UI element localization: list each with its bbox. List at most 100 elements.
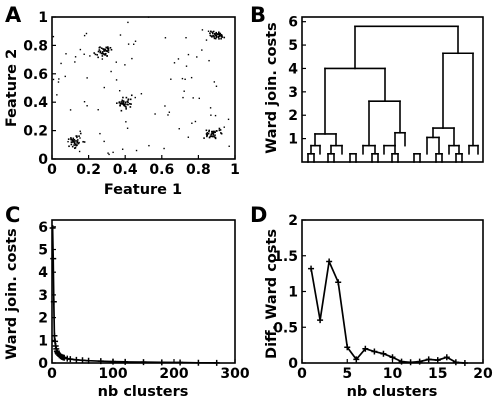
data-point: [75, 135, 78, 137]
data-point: [218, 129, 221, 132]
data-point: [99, 51, 102, 54]
data-point: [60, 62, 62, 65]
data-point: [74, 61, 76, 63]
y-tick-label: 2: [288, 108, 298, 124]
data-point: [135, 149, 138, 152]
data-point: [206, 133, 208, 136]
data-point: [211, 135, 214, 138]
data-point: [129, 98, 132, 101]
panel-c-yticks: 0 1 2 3 4 5 6: [38, 220, 56, 372]
data-point: [212, 32, 214, 35]
data-point: [217, 36, 220, 39]
data-point: [125, 106, 127, 108]
panel-label-c: C: [5, 203, 20, 227]
data-point: [212, 133, 215, 136]
data-point: [131, 57, 133, 60]
data-point: [127, 99, 130, 101]
data-point: [177, 58, 180, 60]
y-tick-label: 0.2: [23, 124, 48, 140]
data-point: [214, 37, 217, 40]
data-point: [101, 55, 104, 57]
data-point: [215, 31, 218, 34]
data-point: [79, 130, 81, 132]
panel-d-line: 0 5 10 15 20 0 0.5 1 1.5 2 nb clusters Diff. War…: [264, 213, 493, 400]
data-point: [76, 135, 78, 137]
data-point: [101, 58, 104, 60]
y-tick-label: 5: [288, 38, 298, 54]
data-point: [201, 49, 203, 51]
data-point: [64, 75, 66, 78]
data-point: [107, 48, 109, 51]
data-point: [181, 77, 184, 80]
y-tick-label: 1: [288, 285, 298, 301]
panel-a-ylabel: Feature 2: [4, 49, 20, 127]
data-point: [86, 105, 88, 107]
data-point: [126, 100, 129, 103]
data-point: [227, 118, 230, 121]
data-point: [106, 50, 109, 53]
data-point: [97, 56, 99, 59]
data-point: [220, 33, 222, 36]
data-point: [208, 130, 210, 133]
data-point: [73, 144, 75, 146]
data-point: [215, 34, 218, 37]
panel-a-yticks: 0 0.2 0.4 0.6 0.8 1: [23, 10, 56, 168]
data-point: [124, 64, 126, 66]
y-tick-label: 0: [38, 152, 48, 168]
data-point: [213, 81, 216, 83]
data-point: [107, 47, 110, 50]
data-point: [120, 109, 123, 112]
y-tick-label: 1: [38, 333, 48, 349]
data-point: [68, 145, 70, 148]
data-marker: [49, 224, 56, 231]
data-point: [67, 138, 70, 140]
data-point: [164, 105, 166, 107]
data-point: [89, 55, 91, 57]
data-point: [205, 39, 208, 41]
data-marker: [213, 359, 220, 366]
data-point: [52, 35, 55, 38]
panel-c-frame: [51, 219, 236, 364]
data-point: [210, 114, 212, 116]
data-point: [206, 132, 209, 134]
data-point: [104, 48, 106, 51]
data-point: [109, 46, 112, 49]
data-point: [103, 49, 105, 52]
data-marker: [85, 357, 92, 364]
data-point: [72, 140, 75, 143]
x-tick-label: 0: [47, 162, 57, 178]
x-tick-label: 200: [159, 366, 188, 382]
y-tick-label: 5: [38, 243, 48, 259]
data-point: [213, 35, 215, 38]
data-point: [99, 132, 101, 135]
data-point: [100, 47, 103, 49]
data-point: [118, 90, 121, 92]
data-point: [208, 136, 211, 139]
y-tick-label: 4: [288, 61, 298, 77]
data-marker: [140, 359, 147, 366]
data-point: [118, 101, 121, 104]
data-point: [122, 103, 125, 106]
data-point: [58, 78, 60, 80]
data-point: [83, 101, 86, 103]
data-point: [183, 90, 185, 92]
data-point: [122, 96, 124, 99]
y-tick-label: 6: [288, 15, 298, 31]
data-point: [102, 53, 105, 55]
data-point: [126, 127, 129, 129]
y-tick-label: 2: [38, 311, 48, 327]
panel-label-d: D: [250, 203, 267, 227]
data-point: [214, 137, 217, 140]
x-tick-label: 0.2: [76, 162, 101, 178]
data-marker: [61, 354, 68, 361]
data-point: [100, 52, 103, 55]
data-point: [128, 102, 131, 105]
data-point: [196, 56, 198, 58]
data-point: [124, 103, 127, 105]
x-tick-label: 5: [342, 366, 352, 382]
data-point: [208, 59, 210, 62]
data-point: [130, 94, 133, 97]
y-tick-label: 0.8: [23, 38, 48, 54]
data-point: [71, 138, 73, 141]
data-point: [116, 102, 118, 104]
